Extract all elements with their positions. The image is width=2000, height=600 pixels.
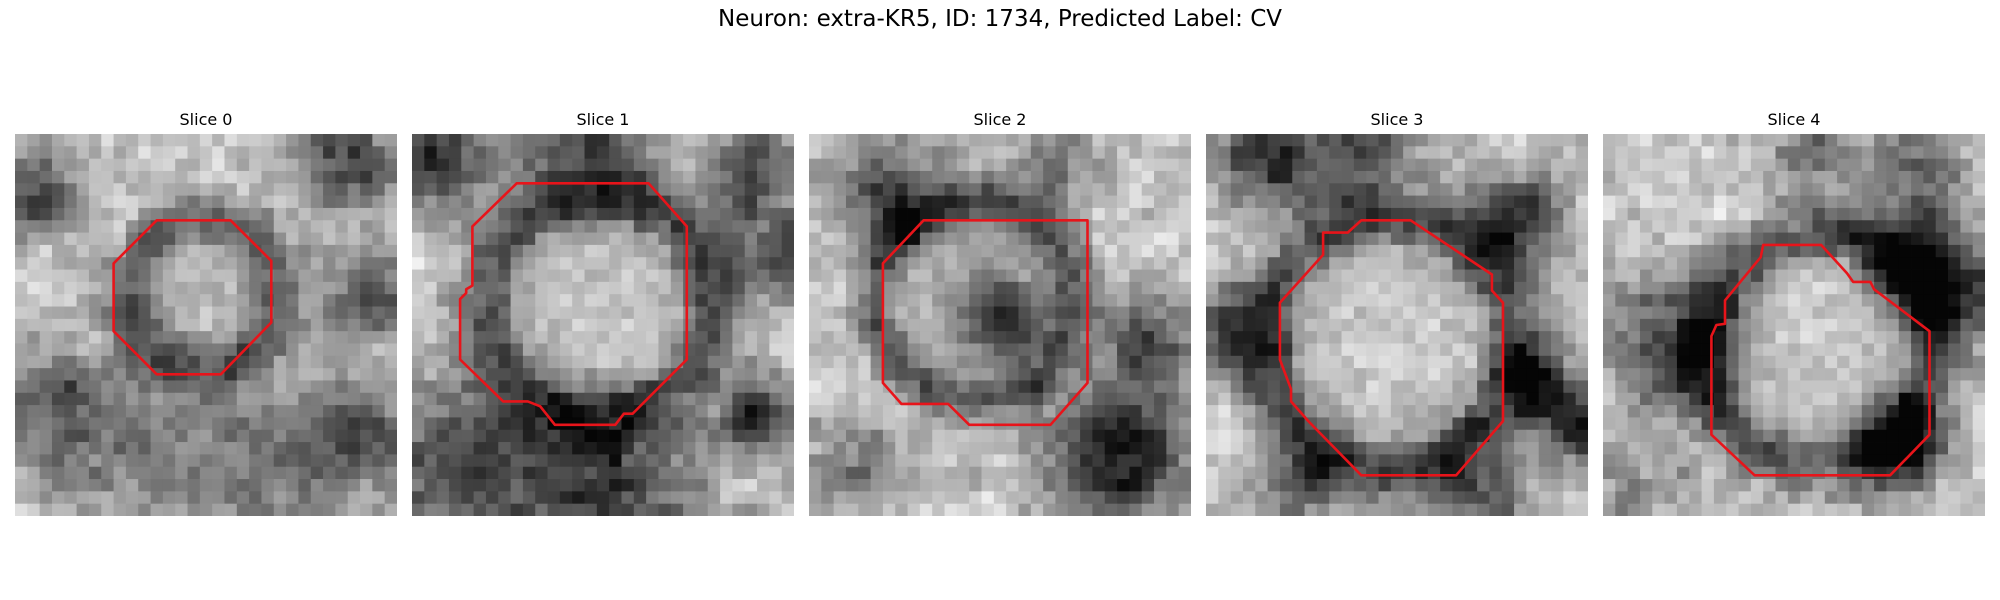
- panel-title-slice-1: Slice 1: [576, 110, 630, 129]
- figure-title: Neuron: extra-KR5, ID: 1734, Predicted L…: [717, 6, 1283, 32]
- segmentation-contour: [881, 219, 1089, 427]
- panel-title-slice-2: Slice 2: [973, 110, 1027, 129]
- segmentation-contour: [1710, 243, 1931, 477]
- panel-title-slice-0: Slice 0: [179, 110, 233, 129]
- em-image-slice-3: [1206, 134, 1588, 516]
- em-image-slice-1: [412, 134, 794, 516]
- em-image-slice-0: [15, 134, 397, 516]
- em-image-slice-2: [809, 134, 1191, 516]
- em-image-slice-4: [1603, 134, 1985, 516]
- panel-title-slice-4: Slice 4: [1767, 110, 1821, 129]
- segmentation-contour: [1278, 219, 1505, 477]
- segmentation-contour: [112, 219, 273, 376]
- panel-title-slice-3: Slice 3: [1370, 110, 1424, 129]
- segmentation-contour: [458, 181, 689, 427]
